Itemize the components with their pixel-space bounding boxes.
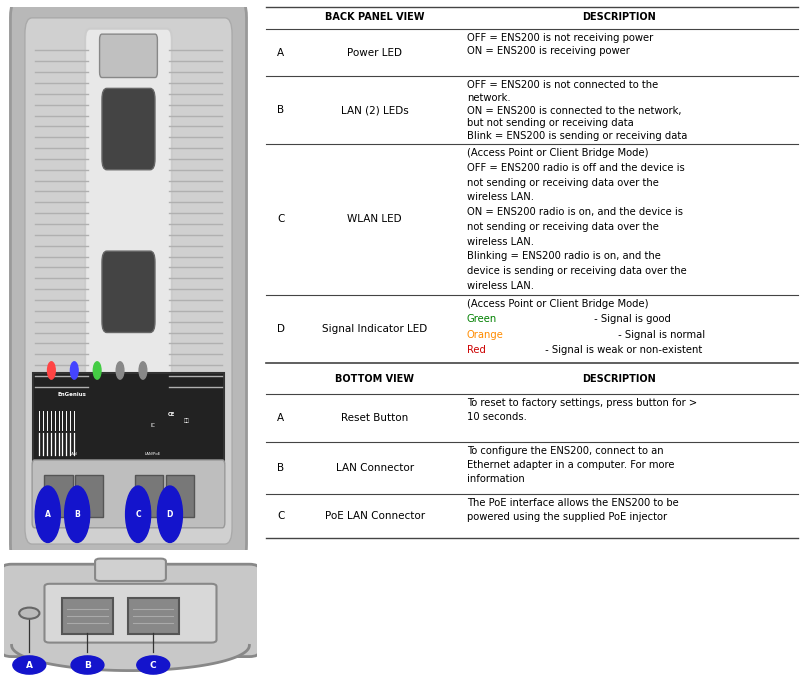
FancyBboxPatch shape bbox=[75, 475, 103, 517]
Text: wireless LAN.: wireless LAN. bbox=[467, 237, 533, 246]
Text: Reset Button: Reset Button bbox=[341, 413, 408, 423]
FancyBboxPatch shape bbox=[10, 0, 246, 566]
Text: not sending or receiving data over the: not sending or receiving data over the bbox=[467, 178, 658, 188]
FancyBboxPatch shape bbox=[102, 88, 155, 170]
Text: (Access Point or Client Bridge Mode): (Access Point or Client Bridge Mode) bbox=[467, 299, 648, 309]
FancyBboxPatch shape bbox=[33, 373, 223, 463]
Text: The PoE interface allows the ENS200 to be: The PoE interface allows the ENS200 to b… bbox=[467, 498, 678, 508]
Circle shape bbox=[13, 656, 46, 674]
Text: A: A bbox=[45, 510, 51, 519]
Text: ON = ENS200 radio is on, and the device is: ON = ENS200 radio is on, and the device … bbox=[467, 207, 682, 217]
Text: 10 seconds.: 10 seconds. bbox=[467, 412, 526, 422]
Circle shape bbox=[139, 362, 147, 379]
Text: not sending or receiving data over the: not sending or receiving data over the bbox=[467, 222, 658, 232]
Circle shape bbox=[64, 486, 90, 542]
Text: C: C bbox=[277, 511, 284, 521]
Circle shape bbox=[71, 656, 103, 674]
Text: information: information bbox=[467, 474, 524, 484]
Text: B: B bbox=[84, 661, 91, 669]
Text: - Signal is weak or non-existent: - Signal is weak or non-existent bbox=[541, 345, 702, 355]
Circle shape bbox=[136, 656, 169, 674]
Text: OFF = ENS200 is not receiving power: OFF = ENS200 is not receiving power bbox=[467, 33, 652, 43]
Circle shape bbox=[116, 362, 124, 379]
FancyBboxPatch shape bbox=[128, 598, 178, 634]
Text: EnGenius: EnGenius bbox=[58, 393, 86, 398]
Text: D: D bbox=[167, 510, 173, 519]
Text: Orange: Orange bbox=[467, 330, 503, 340]
Circle shape bbox=[157, 486, 182, 542]
FancyBboxPatch shape bbox=[44, 475, 73, 517]
Text: device is sending or receiving data over the: device is sending or receiving data over… bbox=[467, 266, 686, 276]
Text: DESCRIPTION: DESCRIPTION bbox=[581, 374, 654, 384]
Text: Blinking = ENS200 radio is on, and the: Blinking = ENS200 radio is on, and the bbox=[467, 251, 660, 261]
Text: Red: Red bbox=[467, 345, 485, 355]
Text: DESCRIPTION: DESCRIPTION bbox=[581, 13, 654, 22]
Text: LAN: LAN bbox=[69, 452, 77, 456]
Circle shape bbox=[71, 362, 78, 379]
FancyBboxPatch shape bbox=[99, 34, 157, 78]
FancyBboxPatch shape bbox=[62, 598, 112, 634]
Text: OFF = ENS200 radio is off and the device is: OFF = ENS200 radio is off and the device… bbox=[467, 163, 684, 173]
Text: OFF = ENS200 is not connected to the: OFF = ENS200 is not connected to the bbox=[467, 80, 658, 90]
Text: BACK PANEL VIEW: BACK PANEL VIEW bbox=[325, 13, 424, 22]
Text: C: C bbox=[150, 661, 156, 669]
Text: B: B bbox=[277, 463, 284, 473]
Text: Blink = ENS200 is sending or receiving data: Blink = ENS200 is sending or receiving d… bbox=[467, 131, 687, 141]
Text: PoE LAN Connector: PoE LAN Connector bbox=[324, 511, 424, 521]
Text: CE: CE bbox=[168, 412, 176, 417]
Text: powered using the supplied PoE injector: powered using the supplied PoE injector bbox=[467, 512, 666, 522]
Text: C: C bbox=[135, 510, 141, 519]
Text: IC: IC bbox=[150, 424, 155, 428]
Text: network.: network. bbox=[467, 93, 510, 103]
Polygon shape bbox=[11, 645, 249, 671]
Text: To configure the ENS200, connect to an: To configure the ENS200, connect to an bbox=[467, 446, 662, 456]
Text: but not sending or receiving data: but not sending or receiving data bbox=[467, 118, 633, 128]
Text: LAN (2) LEDs: LAN (2) LEDs bbox=[341, 105, 408, 116]
Text: - Signal is good: - Signal is good bbox=[590, 314, 670, 324]
Text: LAN/PoE: LAN/PoE bbox=[144, 452, 160, 456]
FancyBboxPatch shape bbox=[135, 475, 163, 517]
Text: BOTTOM VIEW: BOTTOM VIEW bbox=[335, 374, 414, 384]
Text: wireless LAN.: wireless LAN. bbox=[467, 281, 533, 290]
FancyBboxPatch shape bbox=[2, 564, 259, 657]
Text: WLAN LED: WLAN LED bbox=[347, 214, 402, 225]
Text: A: A bbox=[26, 661, 33, 669]
FancyBboxPatch shape bbox=[25, 18, 232, 544]
FancyBboxPatch shape bbox=[85, 29, 172, 457]
Text: ON = ENS200 is connected to the network,: ON = ENS200 is connected to the network, bbox=[467, 106, 681, 116]
Text: LAN Connector: LAN Connector bbox=[335, 463, 413, 473]
FancyBboxPatch shape bbox=[44, 584, 217, 643]
Circle shape bbox=[125, 486, 151, 542]
Text: A: A bbox=[277, 413, 284, 423]
Circle shape bbox=[47, 362, 55, 379]
Text: A: A bbox=[277, 48, 284, 57]
Text: D: D bbox=[277, 324, 285, 334]
Text: wireless LAN.: wireless LAN. bbox=[467, 193, 533, 202]
Circle shape bbox=[19, 608, 39, 619]
Circle shape bbox=[35, 486, 60, 542]
Circle shape bbox=[93, 362, 101, 379]
Text: ⒻⒸ: ⒻⒸ bbox=[183, 418, 189, 423]
Text: (Access Point or Client Bridge Mode): (Access Point or Client Bridge Mode) bbox=[467, 148, 648, 158]
FancyBboxPatch shape bbox=[166, 475, 194, 517]
Text: B: B bbox=[277, 105, 284, 116]
Text: Green: Green bbox=[467, 314, 496, 324]
Text: B: B bbox=[75, 510, 80, 519]
Text: To reset to factory settings, press button for >: To reset to factory settings, press butt… bbox=[467, 398, 696, 408]
FancyBboxPatch shape bbox=[102, 251, 155, 332]
FancyBboxPatch shape bbox=[95, 559, 166, 581]
Text: Signal Indicator LED: Signal Indicator LED bbox=[322, 324, 427, 334]
Text: Ethernet adapter in a computer. For more: Ethernet adapter in a computer. For more bbox=[467, 460, 674, 470]
Text: - Signal is normal: - Signal is normal bbox=[614, 330, 704, 340]
Text: Power LED: Power LED bbox=[347, 48, 402, 57]
FancyBboxPatch shape bbox=[32, 460, 225, 528]
Text: C: C bbox=[277, 214, 284, 225]
Text: ON = ENS200 is receiving power: ON = ENS200 is receiving power bbox=[467, 46, 629, 55]
